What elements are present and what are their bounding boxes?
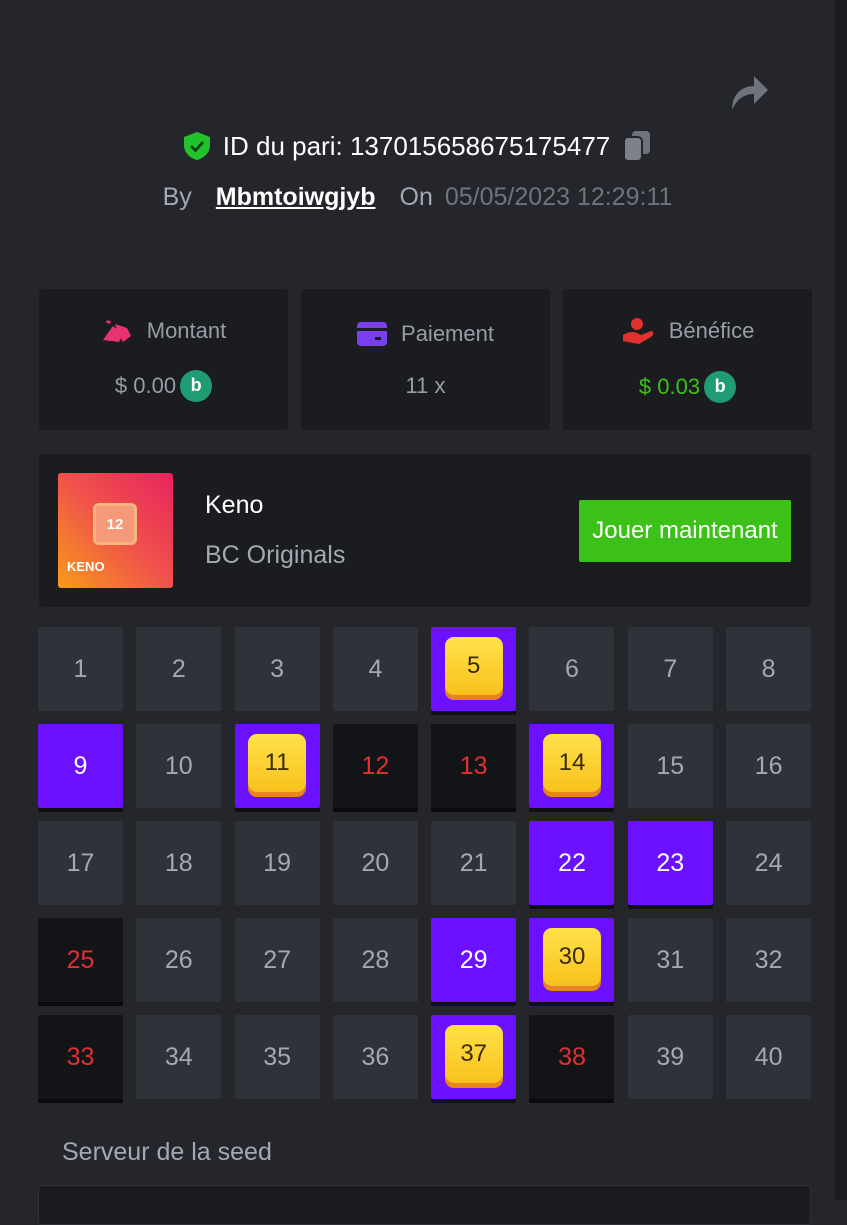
- keno-cell-21: 21: [431, 821, 517, 905]
- keno-grid: 1 2 3 4 5 6 7 8 9 10 11 12 13 14 15 16 17 18 19 20 21 22 23 24 2…: [38, 627, 812, 1099]
- copy-icon[interactable]: [622, 130, 652, 162]
- keno-cell-30: 30: [529, 918, 615, 1002]
- keno-cell-37: 37: [431, 1015, 517, 1099]
- play-now-button[interactable]: Jouer maintenant: [579, 500, 791, 562]
- hand-money-icon: [622, 317, 653, 344]
- keno-cell-7: 7: [627, 627, 713, 711]
- game-card: 12 KENO Keno BC Originals Jouer maintena…: [39, 454, 811, 607]
- keno-cell-6: 6: [529, 627, 615, 711]
- keno-cell-33: 33: [38, 1015, 123, 1099]
- bag-icon: [102, 319, 131, 342]
- stat-paiement: Paiement 11 x: [301, 289, 550, 430]
- keno-cell-5: 5: [431, 627, 517, 711]
- bet-id-label: ID du pari:: [222, 130, 343, 161]
- game-provider: BC Originals: [205, 541, 346, 569]
- username-link[interactable]: Mbmtoiwgjyb: [215, 183, 376, 211]
- keno-cell-27: 27: [234, 918, 320, 1002]
- stat-value: $ 0.03: [638, 373, 701, 399]
- keno-cell-18: 18: [136, 821, 222, 905]
- keno-cell-38: 38: [529, 1015, 615, 1099]
- keno-cell-24: 24: [726, 821, 812, 905]
- gem-icon: 5: [444, 637, 503, 695]
- stat-label: Paiement: [401, 320, 494, 346]
- stat-label: Montant: [146, 317, 227, 343]
- keno-cell-9: 9: [38, 724, 123, 808]
- keno-cell-16: 16: [726, 724, 812, 808]
- keno-cell-28: 28: [332, 918, 418, 1002]
- stats-row: Montant $ 0.00 b Paiement 11 x Bénéfice $…: [39, 289, 812, 430]
- keno-cell-39: 39: [627, 1015, 713, 1099]
- keno-cell-32: 32: [726, 918, 812, 1002]
- keno-cell-2: 2: [136, 627, 222, 711]
- scrollbar[interactable]: [835, 0, 847, 1200]
- thumb-title: KENO: [67, 559, 105, 574]
- thumb-number: 12: [93, 503, 137, 545]
- on-label: On: [399, 183, 433, 211]
- keno-cell-40: 40: [726, 1015, 812, 1099]
- keno-cell-31: 31: [627, 918, 713, 1002]
- keno-cell-35: 35: [234, 1015, 320, 1099]
- keno-cell-36: 36: [332, 1015, 418, 1099]
- game-name[interactable]: Keno: [205, 491, 264, 519]
- stat-benefice: Bénéfice $ 0.03 b: [563, 289, 812, 430]
- keno-cell-12: 12: [332, 724, 418, 808]
- keno-cell-1: 1: [38, 627, 123, 711]
- bc-coin-icon: b: [180, 369, 213, 402]
- card-icon: [357, 321, 388, 346]
- keno-cell-14: 14: [529, 724, 615, 808]
- bc-coin-icon: b: [704, 370, 737, 403]
- keno-thumbnail[interactable]: 12 KENO: [58, 473, 173, 588]
- bet-id: 137015658675175477: [349, 130, 611, 161]
- keno-cell-8: 8: [726, 627, 812, 711]
- keno-cell-25: 25: [38, 918, 123, 1002]
- stat-value: 11 x: [405, 372, 446, 398]
- keno-cell-34: 34: [136, 1015, 222, 1099]
- keno-cell-3: 3: [234, 627, 320, 711]
- keno-cell-17: 17: [38, 821, 123, 905]
- keno-cell-13: 13: [431, 724, 517, 808]
- keno-cell-4: 4: [332, 627, 418, 711]
- keno-cell-10: 10: [136, 724, 222, 808]
- keno-cell-23: 23: [627, 821, 713, 905]
- by-label: By: [162, 183, 192, 211]
- bet-id-line: ID du pari: 137015658675175477: [0, 130, 835, 162]
- gem-icon: 37: [444, 1025, 503, 1083]
- seed-server-field[interactable]: [38, 1185, 811, 1225]
- stat-montant: Montant $ 0.00 b: [39, 289, 288, 430]
- keno-cell-26: 26: [136, 918, 222, 1002]
- keno-cell-11: 11: [234, 724, 320, 808]
- stat-value: $ 0.00: [114, 372, 177, 398]
- share-icon[interactable]: [728, 72, 770, 112]
- shield-check-icon: [183, 132, 210, 160]
- gem-icon: 30: [542, 928, 601, 986]
- gem-icon: 14: [542, 734, 601, 792]
- keno-cell-29: 29: [431, 918, 517, 1002]
- bet-date: 05/05/2023 12:29:11: [444, 183, 673, 211]
- keno-cell-20: 20: [332, 821, 418, 905]
- stat-label: Bénéfice: [668, 317, 755, 343]
- keno-cell-15: 15: [627, 724, 713, 808]
- keno-cell-22: 22: [529, 821, 615, 905]
- gem-icon: 11: [248, 734, 307, 792]
- bet-meta: By Mbmtoiwgjyb On 05/05/2023 12:29:11: [0, 183, 835, 212]
- seed-server-label: Serveur de la seed: [62, 1138, 272, 1166]
- keno-cell-19: 19: [234, 821, 320, 905]
